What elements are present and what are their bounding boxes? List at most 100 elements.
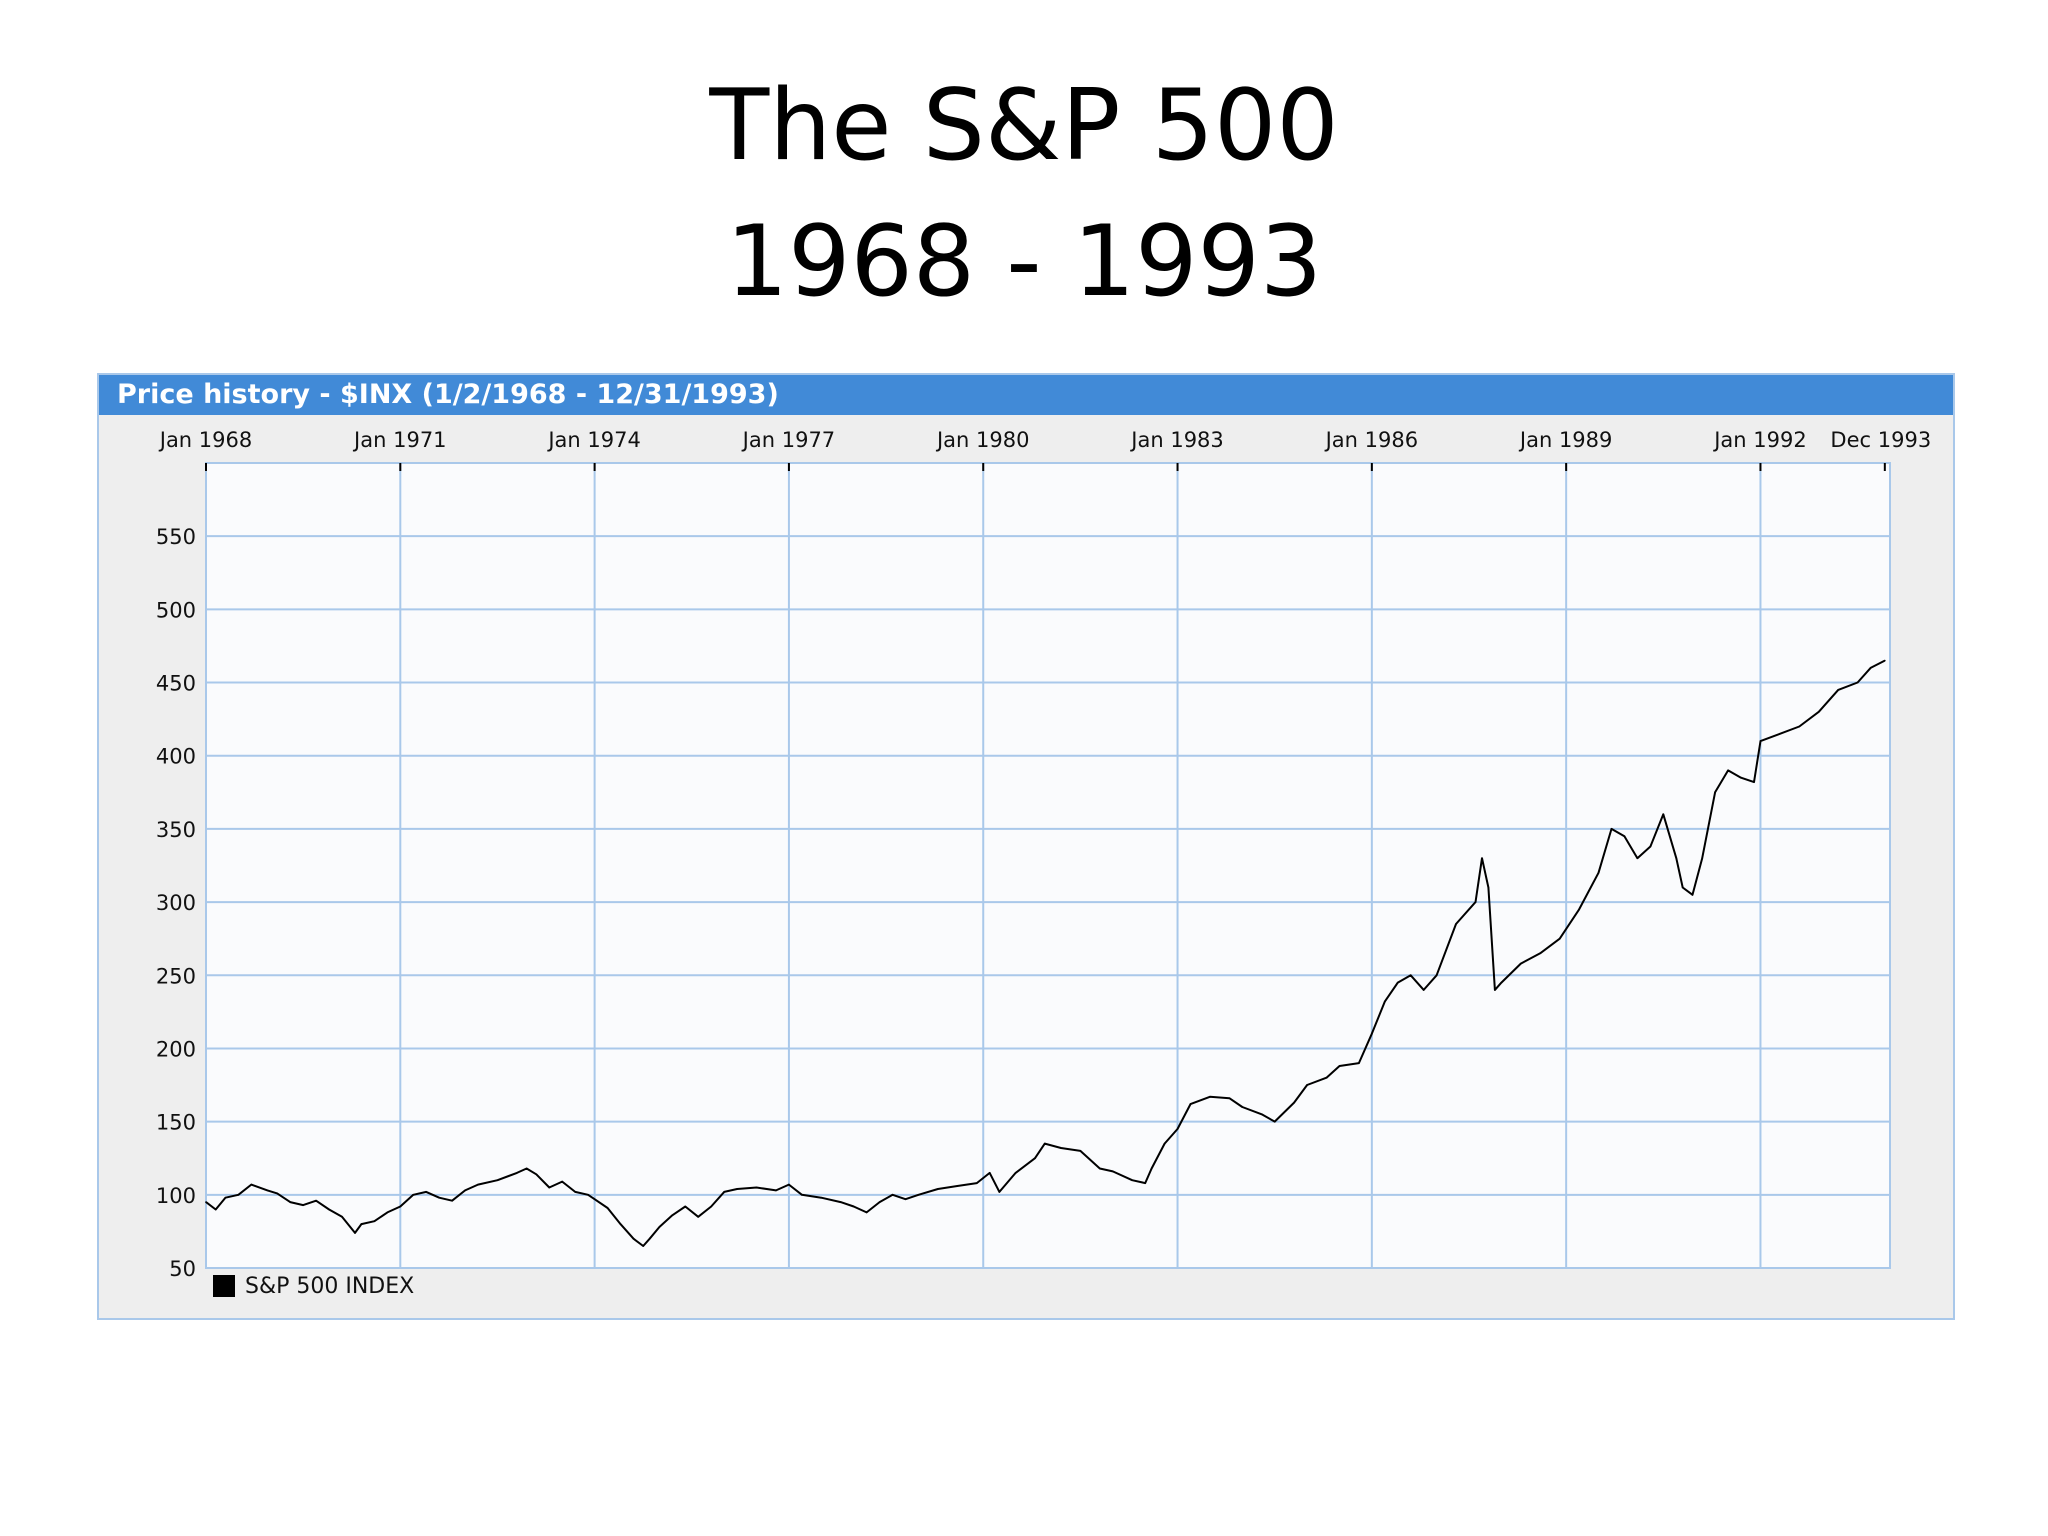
y-tick-label: 550	[156, 525, 196, 549]
data-point	[1520, 962, 1522, 965]
data-point	[1798, 725, 1801, 728]
data-point	[1150, 1167, 1153, 1170]
data-point	[648, 1237, 651, 1240]
data-point	[775, 1189, 777, 1192]
slide-title-line-2: 1968 - 1993	[725, 205, 1323, 319]
data-point	[904, 1198, 907, 1200]
data-point	[574, 1191, 576, 1193]
y-tick-label: 150	[156, 1111, 196, 1135]
slide-title-line-1: The S&P 500	[709, 69, 1339, 183]
data-point	[341, 1216, 343, 1218]
data-point	[328, 1208, 330, 1211]
data-point	[839, 1201, 842, 1203]
data-point	[1500, 981, 1503, 984]
data-point	[205, 1201, 207, 1203]
data-point	[1044, 1142, 1046, 1145]
data-point	[1112, 1170, 1114, 1173]
data-point	[1371, 1033, 1373, 1035]
price-history-widget: Price history - $INX (1/2/1968 - 12/31/1…	[97, 373, 1955, 1320]
data-point	[1409, 974, 1412, 977]
data-point	[1779, 733, 1781, 735]
data-point	[1338, 1065, 1341, 1067]
data-point	[1740, 776, 1742, 779]
y-tick-label: 400	[156, 745, 196, 769]
data-point	[1662, 813, 1665, 816]
data-point	[755, 1186, 758, 1189]
data-point	[878, 1201, 881, 1203]
data-point	[1273, 1120, 1276, 1123]
data-point	[1856, 681, 1859, 684]
data-point	[214, 1208, 217, 1211]
data-point	[1131, 1179, 1133, 1181]
data-point	[1753, 781, 1755, 783]
data-point	[1384, 1000, 1386, 1003]
data-point	[1358, 1062, 1360, 1064]
legend-swatch	[213, 1275, 235, 1297]
data-point	[1293, 1101, 1295, 1104]
y-tick-label: 500	[156, 598, 196, 622]
data-point	[412, 1194, 415, 1196]
y-tick-label: 50	[169, 1257, 196, 1281]
x-tick-label: Jan 1977	[741, 428, 836, 452]
data-point	[642, 1245, 644, 1247]
data-point	[587, 1194, 589, 1196]
data-point	[1884, 659, 1886, 662]
legend-label: S&P 500 INDEX	[245, 1273, 415, 1299]
data-point	[1494, 989, 1496, 991]
data-point	[1435, 974, 1438, 977]
data-point	[736, 1188, 738, 1190]
data-point	[956, 1185, 959, 1187]
data-point	[1487, 886, 1490, 889]
data-point	[477, 1183, 479, 1186]
data-point	[451, 1199, 453, 1202]
data-point	[1325, 1076, 1328, 1079]
data-point	[373, 1220, 376, 1222]
data-point	[1176, 1128, 1179, 1130]
data-point	[988, 1172, 991, 1174]
data-point	[865, 1211, 868, 1214]
data-point	[1558, 937, 1561, 940]
data-point	[1014, 1172, 1017, 1174]
data-point	[1714, 791, 1716, 794]
x-tick-label: Jan 1983	[1129, 428, 1224, 452]
data-point	[723, 1191, 725, 1193]
data-point	[1422, 989, 1425, 991]
data-point	[354, 1232, 356, 1234]
data-point	[516, 1172, 518, 1174]
x-tick-label: Jan 1974	[546, 428, 641, 452]
data-point	[917, 1194, 920, 1196]
y-tick-label: 250	[156, 964, 196, 988]
data-point	[289, 1201, 291, 1203]
data-point	[1060, 1147, 1062, 1149]
data-point	[425, 1191, 428, 1193]
data-point	[1163, 1142, 1166, 1145]
data-point	[788, 1183, 790, 1186]
data-point	[606, 1207, 609, 1209]
data-point	[820, 1196, 823, 1199]
slide-title: The S&P 500 1968 - 1993	[0, 58, 2048, 330]
data-point	[1306, 1084, 1308, 1086]
widget-header: Price history - $INX (1/2/1968 - 12/31/1…	[99, 375, 1953, 415]
data-point	[1241, 1106, 1244, 1108]
data-point	[276, 1192, 278, 1195]
data-point	[1675, 857, 1678, 859]
y-tick-label: 350	[156, 818, 196, 842]
x-tick-label: Jan 1980	[935, 428, 1029, 452]
data-point	[302, 1204, 304, 1206]
data-point	[266, 1189, 269, 1192]
y-tick-label: 450	[156, 672, 196, 696]
data-point	[1539, 952, 1541, 955]
chart-legend: S&P 500 INDEX	[213, 1271, 414, 1301]
data-point	[1623, 835, 1626, 837]
data-point	[852, 1205, 855, 1208]
data-point	[438, 1196, 441, 1199]
data-point	[891, 1194, 894, 1196]
data-point	[1597, 872, 1600, 874]
data-point	[399, 1205, 402, 1208]
data-point	[1869, 667, 1872, 669]
plot-area	[205, 462, 1891, 1269]
data-point	[1818, 711, 1820, 713]
data-point	[1144, 1182, 1146, 1184]
data-point	[1759, 740, 1762, 742]
data-point	[619, 1223, 622, 1225]
